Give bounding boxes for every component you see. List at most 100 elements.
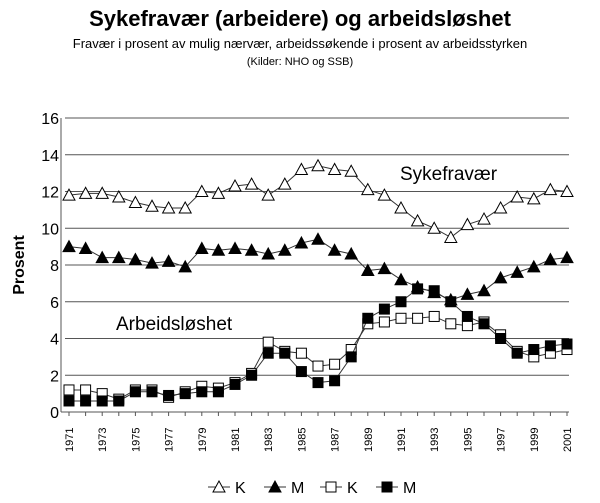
data-point-0 xyxy=(111,189,126,203)
legend-label: K xyxy=(235,480,246,497)
y-tick-label: 4 xyxy=(50,332,59,349)
legend-label: K xyxy=(347,480,358,497)
data-point-0 xyxy=(228,178,242,192)
x-tick-label: 1989 xyxy=(363,428,375,452)
data-point-0 xyxy=(443,230,458,243)
data-point-0 xyxy=(526,191,541,205)
data-point-0 xyxy=(161,200,176,214)
legend-marker-2 xyxy=(325,481,337,493)
data-point-0 xyxy=(128,195,143,209)
y-tick-label: 2 xyxy=(50,368,59,385)
data-point-0 xyxy=(78,186,93,199)
data-point-2 xyxy=(295,347,307,359)
data-point-1 xyxy=(493,270,508,284)
data-point-1 xyxy=(344,246,359,260)
legend-marker-0 xyxy=(212,479,226,493)
data-point-1 xyxy=(294,235,309,249)
data-point-0 xyxy=(261,188,276,201)
data-point-3 xyxy=(163,389,175,401)
data-point-2 xyxy=(63,384,75,396)
data-point-1 xyxy=(62,239,76,253)
data-point-3 xyxy=(63,395,75,407)
data-point-0 xyxy=(311,158,325,172)
data-point-3 xyxy=(229,378,241,390)
data-point-1 xyxy=(311,232,325,245)
data-point-1 xyxy=(244,243,259,256)
data-point-3 xyxy=(378,303,390,315)
data-point-1 xyxy=(95,250,110,264)
data-point-3 xyxy=(329,375,341,387)
data-point-3 xyxy=(179,388,191,400)
data-point-3 xyxy=(345,351,357,363)
x-tick-label: 1985 xyxy=(296,428,308,452)
data-point-3 xyxy=(113,395,125,407)
data-point-0 xyxy=(493,200,508,214)
data-point-0 xyxy=(194,184,209,197)
data-point-3 xyxy=(262,347,274,359)
data-point-1 xyxy=(327,243,342,256)
data-point-0 xyxy=(95,186,110,199)
data-point-3 xyxy=(295,366,307,378)
x-tick-label: 1997 xyxy=(496,428,508,452)
data-point-3 xyxy=(146,386,158,398)
data-point-2 xyxy=(80,384,92,396)
data-point-0 xyxy=(244,177,259,190)
y-tick-label: 6 xyxy=(50,295,59,312)
data-point-2 xyxy=(428,310,440,322)
data-point-3 xyxy=(312,377,324,389)
data-point-0 xyxy=(543,182,558,196)
x-tick-label: 1999 xyxy=(529,428,541,452)
data-point-1 xyxy=(460,287,475,300)
data-point-1 xyxy=(560,250,574,264)
data-point-3 xyxy=(246,369,258,381)
data-point-0 xyxy=(560,184,574,197)
x-tick-label: 1979 xyxy=(197,428,209,452)
data-point-1 xyxy=(228,241,242,254)
data-point-1 xyxy=(261,246,276,260)
x-tick-label: 1991 xyxy=(396,428,408,452)
data-point-1 xyxy=(394,272,408,286)
data-point-3 xyxy=(80,395,92,407)
data-point-3 xyxy=(279,347,291,359)
data-point-3 xyxy=(544,340,556,352)
y-tick-label: 0 xyxy=(50,405,59,422)
data-point-1 xyxy=(161,254,176,267)
y-tick-label: 16 xyxy=(41,111,59,128)
x-tick-label: 1993 xyxy=(429,428,441,452)
data-point-0 xyxy=(427,221,442,234)
data-point-0 xyxy=(294,162,309,175)
y-axis-label: Prosent xyxy=(11,235,28,295)
data-point-0 xyxy=(62,188,76,201)
x-tick-label: 1981 xyxy=(230,428,242,452)
chart-title: Sykefravær (arbeidere) og arbeidsløshet xyxy=(89,6,511,31)
data-point-1 xyxy=(194,241,209,254)
chart-source: (Kilder: NHO og SSB) xyxy=(246,56,354,68)
data-point-1 xyxy=(211,243,226,256)
annotation-sykefravaer: Sykefravær xyxy=(400,164,498,185)
data-point-1 xyxy=(178,259,193,273)
data-point-0 xyxy=(145,199,159,212)
x-tick-label: 2001 xyxy=(562,428,574,452)
data-point-3 xyxy=(362,312,374,324)
data-point-3 xyxy=(511,347,523,359)
data-point-2 xyxy=(312,360,324,372)
x-tick-label: 1973 xyxy=(97,428,109,452)
data-point-1 xyxy=(111,250,126,264)
series-line-1 xyxy=(68,238,568,301)
data-point-1 xyxy=(277,243,292,256)
x-tick-label: 1971 xyxy=(64,428,76,452)
data-point-3 xyxy=(495,333,507,344)
data-point-3 xyxy=(478,318,490,330)
data-point-3 xyxy=(196,386,208,398)
y-tick-label: 14 xyxy=(41,148,59,165)
data-point-0 xyxy=(410,213,425,227)
data-point-0 xyxy=(277,177,292,190)
data-point-3 xyxy=(412,283,424,295)
legend-marker-1 xyxy=(268,479,282,493)
data-point-0 xyxy=(510,189,525,203)
data-point-0 xyxy=(360,182,375,196)
x-tick-label: 1977 xyxy=(164,428,176,452)
x-tick-label: 1987 xyxy=(330,428,342,452)
y-tick-label: 12 xyxy=(41,185,59,202)
